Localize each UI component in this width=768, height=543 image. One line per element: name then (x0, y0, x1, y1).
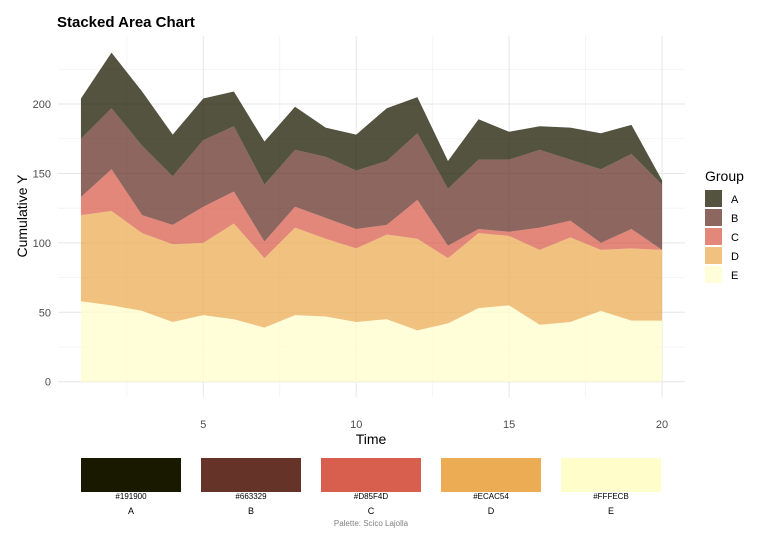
y-tick-label: 150 (33, 168, 51, 180)
x-axis-label: Time (356, 431, 387, 447)
x-tick-label: 20 (656, 419, 668, 431)
palette-name-E: E (608, 506, 614, 516)
area-series-B (80, 108, 663, 250)
legend-label-A: A (731, 194, 739, 206)
palette-hex-D: #ECAC54 (473, 492, 509, 501)
legend-label-D: D (731, 251, 739, 263)
legend-title: Group (705, 168, 744, 184)
palette-swatch-A (81, 458, 181, 492)
y-tick-label: 200 (33, 99, 51, 111)
x-tick-label: 15 (503, 419, 515, 431)
legend-key-D (705, 247, 722, 264)
palette-swatch-B (201, 458, 301, 492)
palette-note: Palette: Scico Lajolla (334, 519, 409, 528)
palette-swatch-C (321, 458, 421, 492)
y-axis-label: Cumulative Y (14, 174, 30, 258)
legend-key-A (705, 190, 722, 207)
palette-name-B: B (248, 506, 254, 516)
area-series-D (80, 210, 663, 331)
palette-name-D: D (488, 506, 495, 516)
y-tick-label: 0 (45, 377, 51, 389)
x-tick-label: 10 (350, 419, 362, 431)
palette-name-A: A (128, 506, 134, 516)
palette-swatch-D (441, 458, 541, 492)
y-tick-label: 50 (39, 307, 51, 319)
palette-name-C: C (368, 506, 375, 516)
legend-label-B: B (731, 213, 738, 225)
legend-key-E (705, 266, 722, 283)
palette-swatches: #191900 A #663329 B #D85F4D C #ECAC54 D #FFFECB E (81, 458, 661, 516)
legend-label-E: E (731, 270, 738, 282)
palette-hex-A: #191900 (115, 492, 147, 501)
palette-hex-C: #D85F4D (354, 492, 388, 501)
palette-hex-E: #FFFECB (593, 492, 629, 501)
legend-key-B (705, 209, 722, 226)
area-series-A (80, 52, 663, 189)
palette-swatch-E (561, 458, 661, 492)
y-tick-label: 100 (33, 238, 51, 250)
axis-ticks: 0 50 100 150 200 5 10 15 20 (33, 99, 669, 431)
area-series-E (80, 301, 663, 382)
x-tick-label: 5 (200, 419, 206, 431)
legend-key-C (705, 228, 722, 245)
palette-hex-B: #663329 (235, 492, 267, 501)
area-series-C (80, 169, 663, 259)
chart-title: Stacked Area Chart (57, 14, 195, 31)
legend-label-C: C (731, 232, 739, 244)
area-layers (80, 52, 663, 382)
